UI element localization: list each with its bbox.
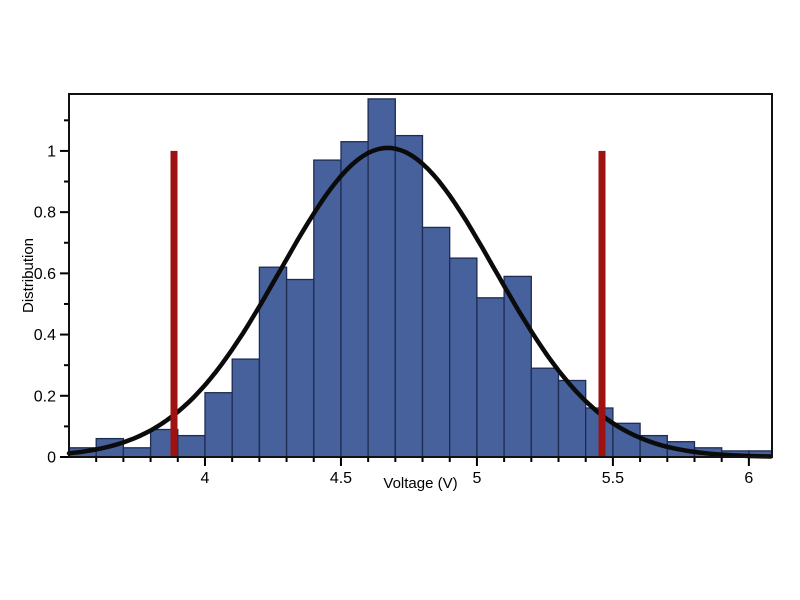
histogram-bin (557, 379, 587, 458)
y-tick-label: 1 (47, 143, 56, 160)
lower-limit-marker (170, 150, 178, 457)
histogram-bin (204, 392, 233, 458)
x-tick-label: 4.5 (330, 470, 352, 487)
histogram-bin (530, 367, 560, 458)
y-axis-ticks: 0 0.2 0.4 0.6 0.8 1 (34, 119, 68, 467)
histogram-bars (68, 98, 773, 458)
histogram-bin (177, 434, 206, 458)
histogram-bin (421, 226, 451, 458)
histogram-bin (285, 278, 315, 458)
histogram-bin (231, 358, 261, 458)
y-tick-label: 0.8 (34, 205, 56, 222)
normal-fit-curve (66, 145, 773, 459)
histogram-bin (122, 447, 152, 458)
y-tick-label: 0.2 (34, 388, 56, 405)
axes-frame (68, 93, 773, 458)
limit-markers (170, 150, 606, 457)
x-axis-label: Voltage (V) (383, 475, 457, 492)
gaussian-curve (66, 145, 773, 459)
histogram-bin (503, 275, 532, 458)
histogram-bin (340, 141, 369, 458)
y-tick-label: 0 (47, 450, 56, 467)
histogram-bin (258, 266, 288, 458)
x-axis-ticks: 4 4.5 5 5.5 6 (95, 458, 753, 487)
histogram-bin (394, 134, 424, 458)
plot-frame (68, 93, 773, 458)
y-tick-label: 0.6 (34, 266, 56, 283)
y-tick-label: 0.4 (34, 327, 56, 344)
x-tick-label: 5 (472, 470, 481, 487)
x-tick-label: 5.5 (602, 470, 624, 487)
histogram-bin (476, 297, 505, 458)
x-tick-label: 4 (201, 470, 210, 487)
histogram-bin (449, 257, 478, 458)
x-tick-label: 6 (744, 470, 753, 487)
upper-limit-marker (598, 150, 606, 457)
histogram-bin (367, 98, 396, 458)
y-axis-label: Distribution (20, 238, 37, 313)
